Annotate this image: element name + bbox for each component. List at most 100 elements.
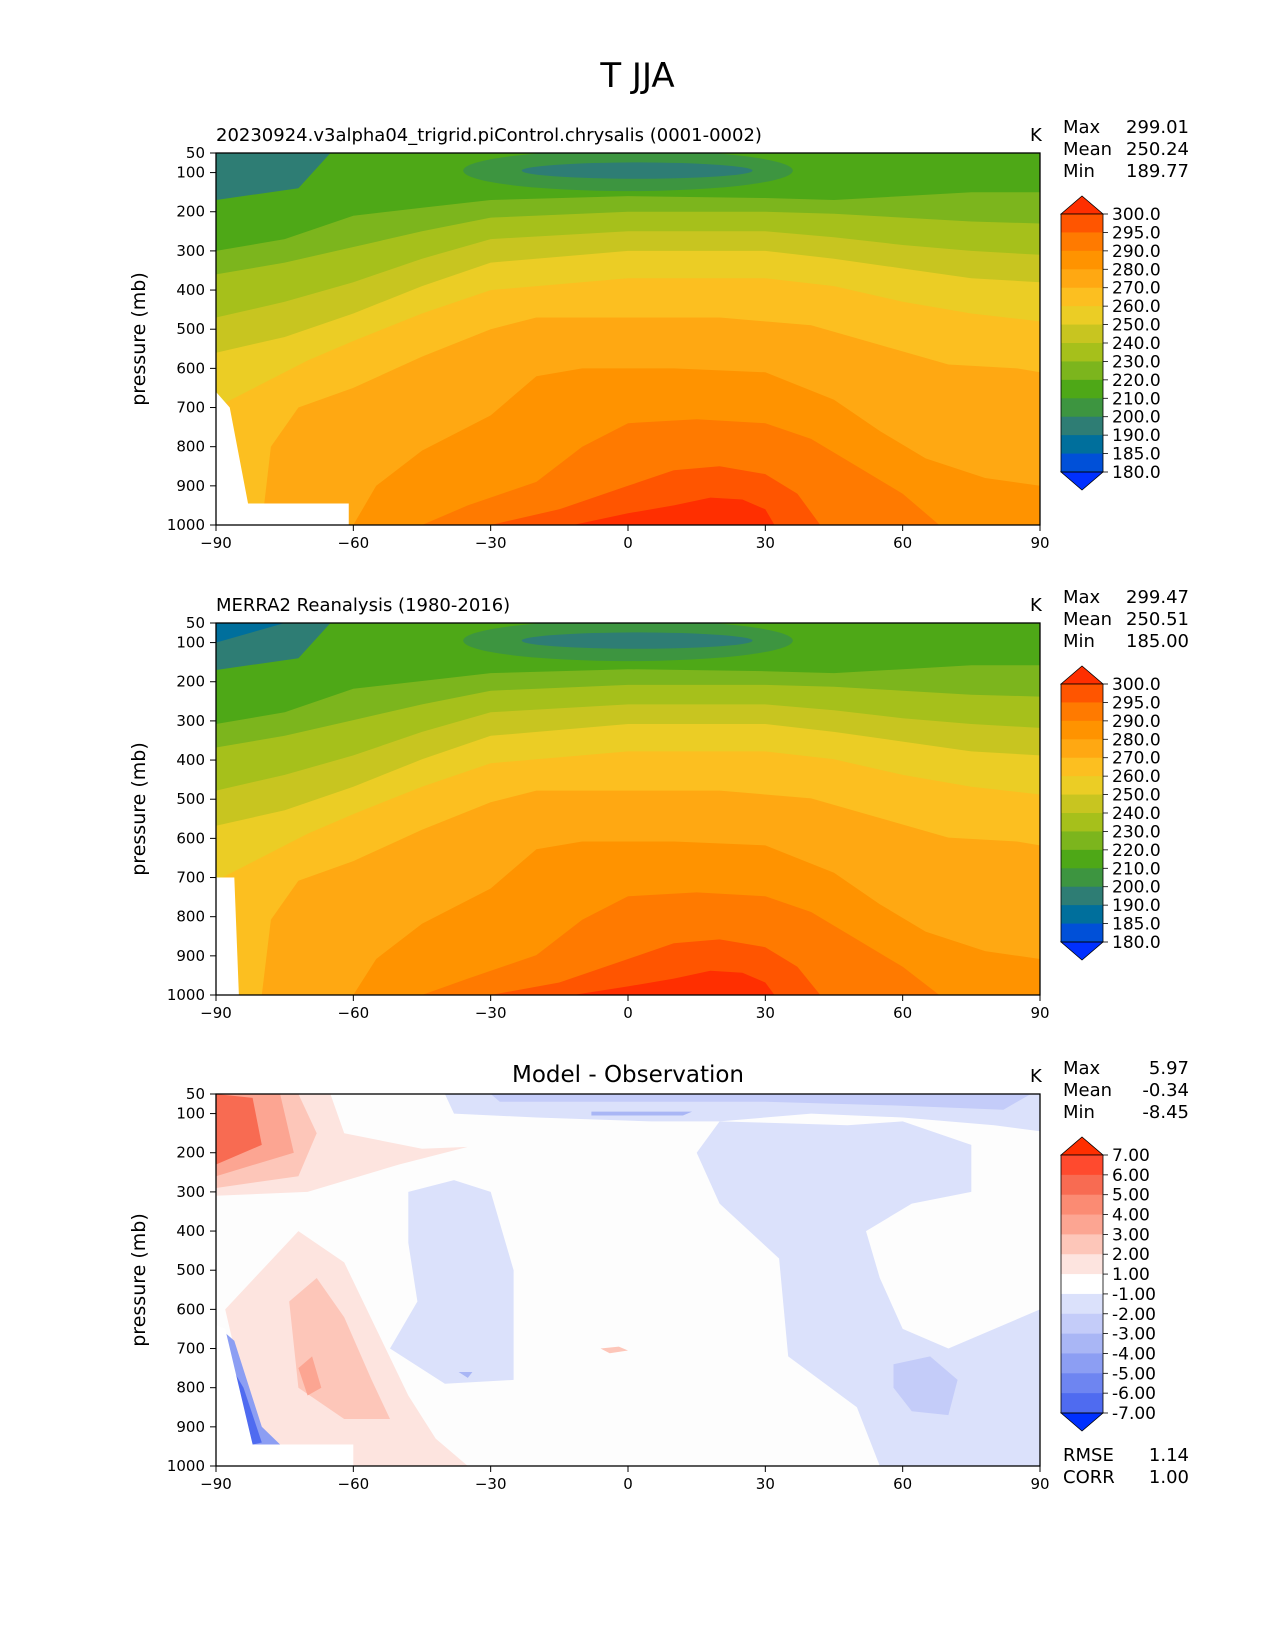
stat-label: CORR (1063, 1467, 1115, 1488)
colorbar-segment (1061, 794, 1103, 814)
colorbar-segment (1061, 868, 1103, 888)
colorbar-tick-label: 2.00 (1112, 1245, 1150, 1265)
colorbar-tick-label: 200.0 (1112, 408, 1161, 428)
x-tick-label: −60 (338, 1475, 370, 1493)
colorbar-segment (1061, 1393, 1103, 1414)
contour-band (490, 1094, 1031, 1110)
colorbar-extend-max (1059, 1136, 1105, 1156)
colorbar-extend-min (1059, 471, 1105, 491)
x-tick-label: 0 (623, 1475, 633, 1493)
colorbar-segment (1061, 416, 1103, 436)
x-tick-label: −30 (475, 534, 507, 552)
contour-fill-group (216, 153, 1040, 525)
units-label: K (1030, 1066, 1043, 1087)
colorbar-segment (1061, 923, 1103, 943)
y-tick-label: 100 (176, 164, 205, 182)
y-tick-label: 500 (176, 1261, 205, 1279)
stat-value: 250.24 (1126, 139, 1189, 160)
colorbar-segment (1061, 684, 1103, 703)
stat-value: 1.14 (1149, 1445, 1189, 1466)
missing-data-area (216, 877, 239, 995)
colorbar-segment (1061, 886, 1103, 906)
stat-label: Max (1063, 117, 1101, 138)
colorbar-segment (1061, 720, 1103, 740)
colorbar-tick-label: 180.0 (1112, 933, 1161, 953)
colorbar-tick-label: 250.0 (1112, 786, 1161, 806)
y-tick-label: 600 (176, 359, 205, 377)
colorbar-tick-label: -6.00 (1112, 1384, 1156, 1404)
colorbar-segment (1061, 453, 1103, 473)
stat-value: 299.47 (1126, 587, 1189, 608)
stat-label: Max (1063, 1058, 1101, 1079)
x-tick-label: 60 (893, 1004, 912, 1022)
x-tick-label: −30 (475, 1004, 507, 1022)
colorbar-segment (1061, 739, 1103, 759)
contour-band (591, 1111, 693, 1116)
stat-value: 5.97 (1149, 1058, 1189, 1079)
contour-band (216, 623, 285, 643)
x-tick-label: −90 (200, 1004, 232, 1022)
colorbar-tick-label: 7.00 (1112, 1146, 1150, 1166)
x-tick-label: 90 (1030, 534, 1049, 552)
colorbar-segment (1061, 306, 1103, 326)
contour-band (216, 1094, 262, 1165)
colorbar-segment (1061, 324, 1103, 344)
figure-title: T JJA (600, 56, 675, 96)
panel-title: 20230924.v3alpha04_trigrid.piControl.chr… (216, 125, 762, 146)
y-axis-label: pressure (mb) (128, 742, 150, 876)
colorbar-frame (1060, 1154, 1104, 1414)
y-tick-label: 500 (176, 790, 205, 808)
colorbar-segment (1061, 813, 1103, 832)
colorbar-segment (1061, 1353, 1103, 1374)
colorbar-tick-label: -7.00 (1112, 1404, 1156, 1424)
y-axis-label: pressure (mb) (128, 1213, 150, 1347)
stat-label: RMSE (1063, 1445, 1114, 1466)
colorbar-tick-label: 260.0 (1112, 297, 1161, 317)
colorbar-tick-label: 290.0 (1112, 242, 1161, 262)
y-tick-label: 900 (176, 477, 205, 495)
stat-value: 250.51 (1126, 609, 1189, 630)
contour-band (458, 1372, 473, 1378)
x-tick-label: 30 (756, 534, 775, 552)
colorbar-segment (1061, 757, 1103, 777)
y-tick-label: 800 (176, 438, 205, 456)
panel-title: MERRA2 Reanalysis (1980-2016) (216, 595, 510, 616)
colorbar-segment (1061, 361, 1103, 381)
y-tick-label: 700 (176, 869, 205, 887)
colorbar-segment (1061, 435, 1103, 455)
stat-label: Min (1063, 161, 1095, 182)
stat-label: Max (1063, 587, 1101, 608)
colorbar-segment (1061, 1373, 1103, 1394)
y-tick-label: 400 (176, 751, 205, 769)
stat-value: 299.01 (1126, 117, 1189, 138)
y-tick-label: 900 (176, 1418, 205, 1436)
colorbar-tick-label: -5.00 (1112, 1364, 1156, 1384)
colorbar-segment (1061, 343, 1103, 362)
contour-band (521, 632, 753, 649)
colorbar-segment (1061, 232, 1103, 252)
colorbar-tick-label: 230.0 (1112, 822, 1161, 842)
y-tick-label: 400 (176, 281, 205, 299)
missing-data-area (216, 1444, 349, 1466)
x-tick-label: 60 (893, 534, 912, 552)
x-tick-label: 90 (1030, 1004, 1049, 1022)
y-tick-label: 100 (176, 1105, 205, 1123)
units-label: K (1030, 595, 1043, 616)
y-tick-label: 50 (186, 614, 205, 632)
colorbar-extend-min (1059, 941, 1105, 961)
colorbar-segment (1061, 379, 1103, 399)
colorbar-extend-max (1059, 195, 1105, 215)
colorbar-tick-label: 295.0 (1112, 223, 1161, 243)
y-tick-label: 300 (176, 1183, 205, 1201)
colorbar-tick-label: 295.0 (1112, 693, 1161, 713)
contour-band (298, 1356, 322, 1396)
y-tick-label: 800 (176, 908, 205, 926)
colorbar-segment (1061, 1234, 1103, 1255)
y-tick-label: 800 (176, 1379, 205, 1397)
x-tick-label: −60 (338, 534, 370, 552)
y-tick-label: 700 (176, 1340, 205, 1358)
colorbar-segment (1061, 1174, 1103, 1196)
